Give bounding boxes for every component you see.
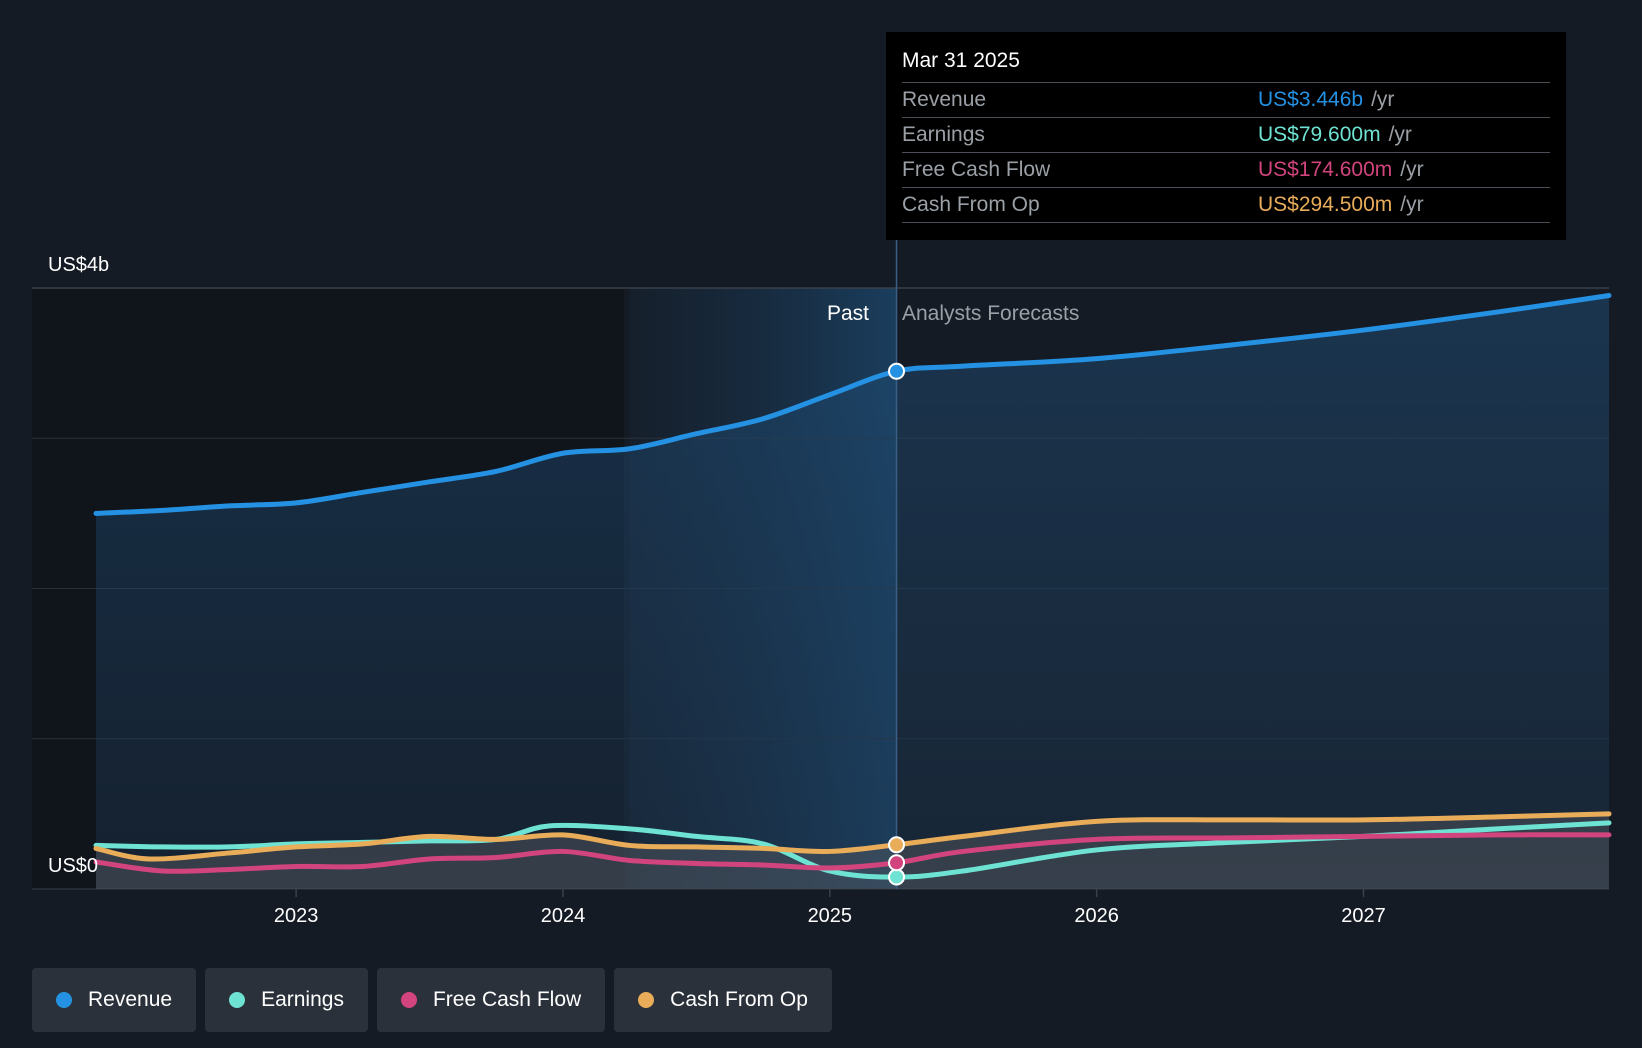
tooltip-value: US$294.500m — [1258, 193, 1393, 216]
tooltip-row-earnings: Earnings US$79.600m /yr — [902, 118, 1550, 153]
legend-label: Revenue — [88, 988, 173, 1011]
legend-dot-icon — [400, 992, 417, 1008]
legend-dot-icon — [229, 992, 246, 1008]
tooltip-row-revenue: Revenue US$3.446b /yr — [902, 83, 1550, 118]
tooltip-date: Mar 31 2025 — [902, 46, 1550, 83]
tooltip-unit: /yr — [1371, 88, 1395, 111]
tooltip-value: US$3.446b — [1258, 88, 1364, 111]
marker-revenue — [888, 362, 906, 380]
tooltip-value: US$79.600m — [1258, 123, 1381, 146]
legend-item-cash-from-op[interactable]: Cash From Op — [614, 968, 832, 1032]
series-line-free-cash-flow — [93, 832, 1612, 874]
marker-free-cash-flow — [888, 854, 906, 872]
x-tick-label: 2026 — [1074, 905, 1119, 927]
tooltip-unit: /yr — [1388, 123, 1412, 146]
legend-label: Earnings — [261, 988, 344, 1011]
legend-item-free-cash-flow[interactable]: Free Cash Flow — [376, 968, 606, 1032]
tooltip-name: Free Cash Flow — [902, 158, 1051, 181]
legend-label: Cash From Op — [670, 988, 808, 1011]
revenue-area — [96, 295, 1609, 889]
data-tooltip: Mar 31 2025 Revenue US$3.446b /yr Earnin… — [886, 32, 1566, 240]
series-line-cash-from-op — [93, 811, 1612, 862]
marker-earnings — [888, 868, 906, 886]
forecast-label: Analysts Forecasts — [902, 302, 1079, 325]
legend-dot-icon — [638, 992, 655, 1008]
past-label: Past — [827, 302, 869, 325]
legend-dot-icon — [56, 992, 72, 1008]
marker-cash-from-op — [888, 836, 906, 854]
legend-item-earnings[interactable]: Earnings — [205, 968, 368, 1032]
tooltip-name: Cash From Op — [902, 193, 1040, 216]
tooltip-unit: /yr — [1400, 193, 1424, 216]
tooltip-name: Earnings — [902, 123, 985, 146]
tooltip-row-cash-from-op: Cash From Op US$294.500m /yr — [902, 188, 1550, 223]
tooltip-value: US$174.600m — [1258, 158, 1393, 181]
x-tick-label: 2027 — [1341, 905, 1386, 927]
legend-label: Free Cash Flow — [432, 988, 582, 1011]
tooltip-name: Revenue — [902, 88, 987, 111]
tooltip-unit: /yr — [1400, 158, 1424, 181]
x-tick-label: 2023 — [274, 905, 319, 927]
tooltip-row-free-cash-flow: Free Cash Flow US$174.600m /yr — [902, 153, 1550, 188]
x-axis: 2023 2024 2025 2026 2027 — [274, 889, 1386, 927]
x-tick-label: 2024 — [541, 905, 586, 927]
series-line-revenue — [93, 293, 1612, 516]
x-tick-label: 2025 — [808, 905, 853, 927]
chart-legend: Revenue Earnings Free Cash Flow Cash Fro… — [32, 968, 832, 1032]
y-axis-bottom-label: US$0 — [48, 855, 98, 877]
legend-item-revenue[interactable]: Revenue — [32, 968, 197, 1032]
series-line-earnings — [93, 820, 1612, 880]
y-axis-top-label: US$4b — [48, 254, 109, 276]
